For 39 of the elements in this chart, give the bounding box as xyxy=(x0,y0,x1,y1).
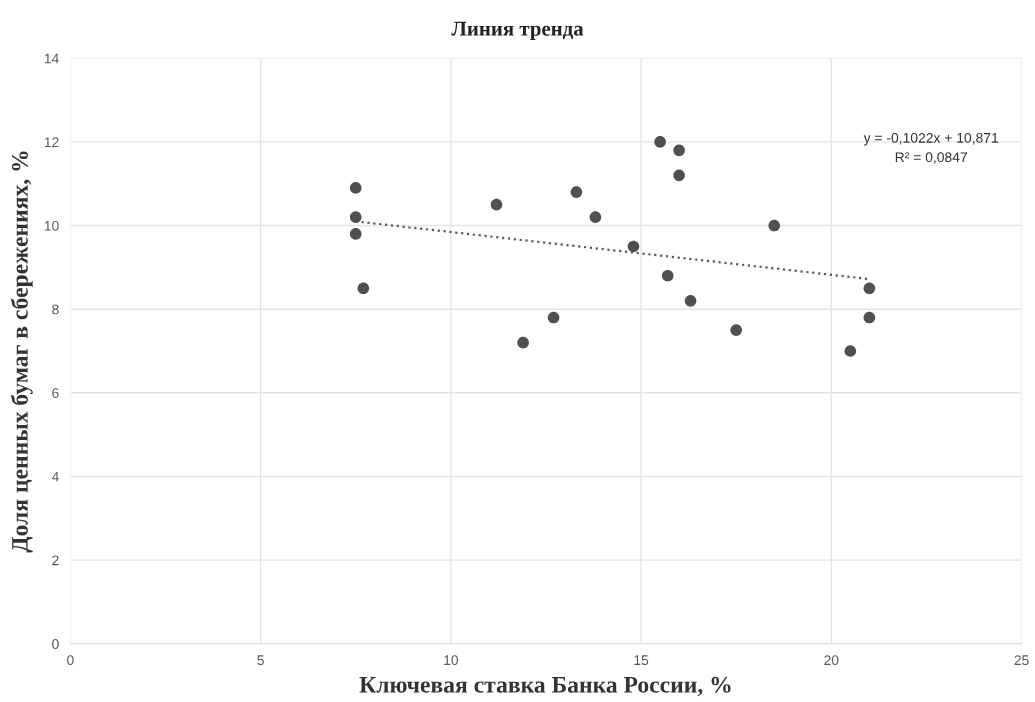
x-tick-label: 25 xyxy=(1014,655,1029,666)
point xyxy=(349,211,362,223)
point xyxy=(627,240,640,253)
y-tick-label: 14 xyxy=(44,53,59,64)
y-tick-label: 6 xyxy=(52,388,59,398)
point xyxy=(768,219,781,232)
point xyxy=(357,282,370,295)
y-tick-label: 2 xyxy=(52,555,59,566)
y-tick-label: 10 xyxy=(44,220,59,231)
y-tick-label: 0 xyxy=(52,639,59,649)
point xyxy=(547,311,560,324)
point xyxy=(570,186,583,198)
point xyxy=(661,269,674,282)
annotation: R² = 0,0847 xyxy=(895,152,967,164)
point xyxy=(654,136,666,148)
annotation: y = -0,1022x + 10,871 xyxy=(863,132,999,146)
chart-title: Линия тренда xyxy=(451,21,584,40)
point xyxy=(589,211,602,223)
point xyxy=(730,324,743,336)
y-tick-label: 12 xyxy=(44,137,59,147)
point xyxy=(490,198,503,211)
y-tick-label: 4 xyxy=(51,471,59,482)
y-axis-title: Доля ценных бумаг в сбережениях, % xyxy=(10,151,33,553)
point xyxy=(673,144,685,157)
point xyxy=(517,336,529,349)
x-axis-title: Ключевая ставка Банка России, % xyxy=(359,676,731,697)
x-tick-label: 0 xyxy=(67,655,74,666)
y-tick-label: 8 xyxy=(52,304,59,315)
x-tick-label: 20 xyxy=(824,655,839,666)
point xyxy=(863,311,876,324)
x-tick-label: 15 xyxy=(634,655,649,666)
point xyxy=(349,228,362,240)
point xyxy=(673,169,685,182)
point xyxy=(349,182,362,194)
point xyxy=(684,295,697,307)
point xyxy=(844,345,857,357)
point xyxy=(863,282,876,295)
x-tick-label: 5 xyxy=(257,655,264,666)
x-tick-label: 10 xyxy=(444,655,459,666)
